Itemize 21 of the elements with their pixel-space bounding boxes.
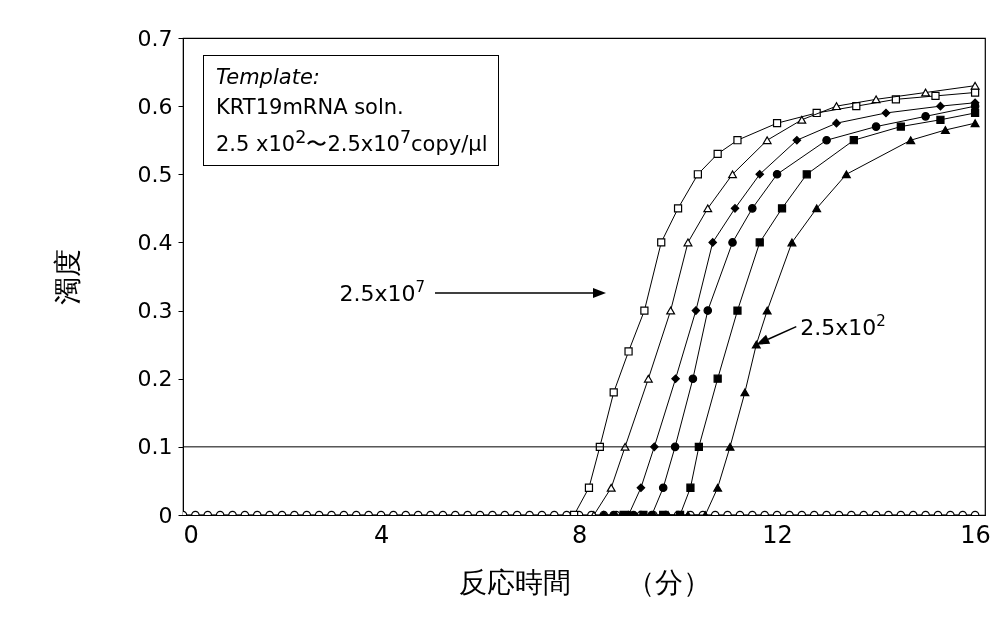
y-tick-label: 0.2	[137, 366, 173, 392]
annotation: 2.5x10$^{2}$	[800, 311, 886, 340]
y-tick-label: 0.1	[137, 434, 173, 460]
x-tick-label: 0	[183, 520, 199, 549]
y-tick-label: 0.4	[137, 229, 173, 255]
annotation: KRT19mRNA soln.	[216, 94, 405, 121]
x-tick-label: 16	[960, 520, 991, 549]
y-axis-title: 濁度	[50, 249, 84, 305]
x-axis-title: 反応時間 （分）	[458, 565, 711, 599]
x-tick-label: 12	[762, 520, 793, 549]
y-tick-label: 0	[158, 502, 173, 528]
annotation: Template:	[216, 64, 321, 91]
y-tick-label: 0.6	[137, 93, 173, 119]
y-tick-label: 0.3	[137, 298, 173, 324]
x-tick-label: 8	[571, 520, 588, 549]
y-tick-label: 0.5	[137, 161, 173, 187]
x-tick-label: 4	[373, 520, 390, 549]
annotation: 2.5x10$^{7}$	[339, 278, 425, 306]
note-box: Template: KRT19mRNA soln. 2.5 x10$^{2}$〜2.5x10$^{7}$copy/μl	[203, 55, 499, 166]
annotation: 2.5 x10$^{2}$〜2.5x10$^{7}$copy/μl	[216, 126, 488, 158]
y-tick-label: 0.7	[137, 25, 173, 51]
